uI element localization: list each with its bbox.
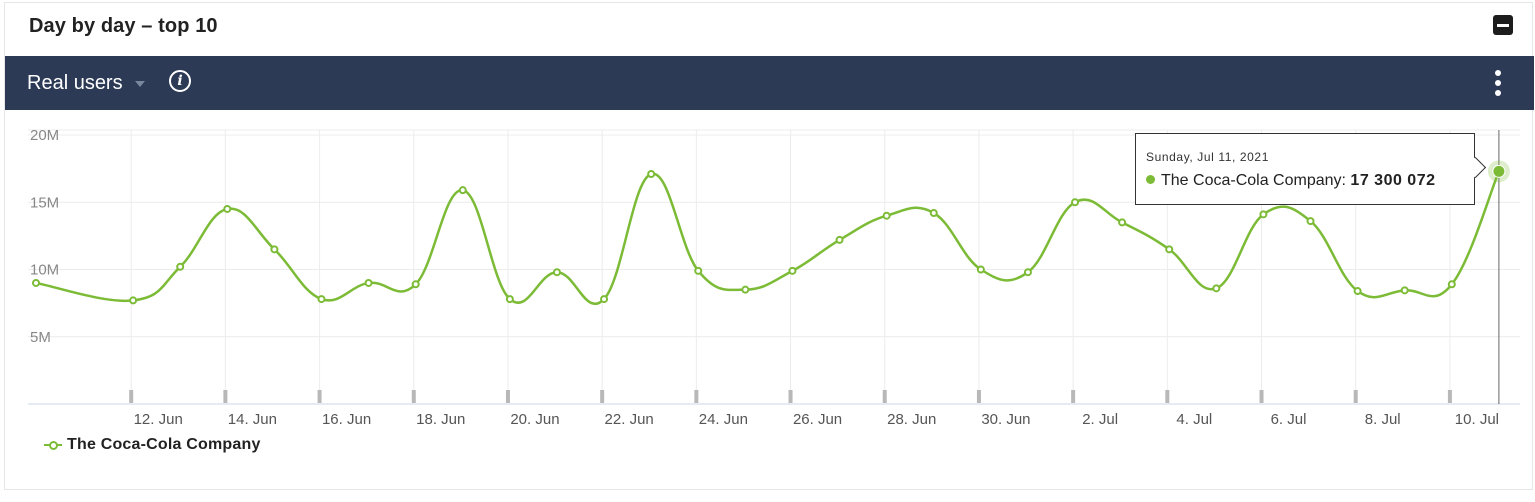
chart-tooltip: Sunday, Jul 11, 2021 The Coca-Cola Compa…: [1135, 133, 1475, 205]
metric-label: Real users: [27, 71, 123, 94]
data-point: [223, 204, 232, 213]
x-tick-mark: [600, 390, 605, 403]
x-tick-mark: [976, 390, 981, 403]
x-tick-label: 4. Jul: [1176, 411, 1212, 428]
x-tick-label: 18. Jun: [416, 411, 465, 428]
x-tick-label: 24. Jun: [699, 411, 748, 428]
tooltip-row: The Coca-Cola Company: 17 300 072: [1146, 172, 1436, 190]
data-point: [1023, 268, 1032, 277]
data-point: [1400, 286, 1409, 295]
data-point: [1306, 217, 1315, 226]
data-point: [505, 295, 514, 304]
y-tick-label: 20M: [30, 127, 59, 144]
tooltip-date: Sunday, Jul 11, 2021: [1146, 150, 1269, 164]
data-point: [317, 295, 326, 304]
x-tick-mark: [505, 390, 510, 403]
x-tick-mark: [1071, 390, 1076, 403]
y-tick-label: 15M: [30, 194, 59, 211]
x-tick-label: 14. Jun: [228, 411, 277, 428]
x-tick-label: 6. Jul: [1271, 411, 1307, 428]
x-tick-label: 16. Jun: [322, 411, 371, 428]
data-point-highlighted: [1492, 164, 1506, 178]
data-point: [647, 170, 656, 179]
x-tick-mark: [1259, 390, 1264, 403]
data-point: [741, 285, 750, 294]
x-tick-label: 30. Jun: [981, 411, 1030, 428]
x-tick-mark: [1353, 390, 1358, 403]
x-tick-mark: [129, 390, 134, 403]
data-point: [882, 211, 891, 220]
x-tick-label: 20. Jun: [510, 411, 559, 428]
data-point: [364, 278, 373, 287]
legend-label: The Coca-Cola Company: [67, 436, 261, 453]
data-point: [129, 296, 138, 305]
data-point: [1353, 287, 1362, 296]
x-tick-label: 10. Jul: [1455, 411, 1499, 428]
x-tick-mark: [223, 390, 228, 403]
y-tick-label: 10M: [30, 262, 59, 279]
data-point: [1165, 245, 1174, 254]
card-title: Day by day – top 10: [29, 15, 218, 37]
x-tick-label: 12. Jun: [134, 411, 183, 428]
x-tick-mark: [788, 390, 793, 403]
data-point: [176, 262, 185, 271]
x-tick-mark: [1165, 390, 1170, 403]
data-point: [929, 209, 938, 218]
x-tick-mark: [1447, 390, 1452, 403]
data-point: [32, 278, 40, 287]
data-point: [694, 266, 703, 275]
x-tick-mark: [411, 390, 416, 403]
tooltip-series-name: The Coca-Cola Company:: [1161, 172, 1346, 189]
x-tick-mark: [882, 390, 887, 403]
data-point: [458, 186, 467, 195]
data-point: [411, 280, 420, 289]
data-point: [1447, 280, 1456, 289]
data-point: [1118, 218, 1127, 227]
x-tick-label: 28. Jun: [887, 411, 936, 428]
x-tick-label: 26. Jun: [793, 411, 842, 428]
data-point: [976, 265, 985, 274]
data-point: [600, 295, 609, 304]
x-tick-label: 22. Jun: [605, 411, 654, 428]
line-marker-icon: [44, 440, 62, 450]
data-point: [1071, 198, 1080, 207]
chevron-down-icon: [134, 81, 145, 87]
vertical-dots-icon[interactable]: [1493, 70, 1503, 96]
info-circle-icon[interactable]: i: [169, 70, 191, 92]
data-point: [835, 235, 844, 244]
data-point: [552, 268, 561, 277]
data-point: [270, 245, 279, 254]
x-tick-label: 8. Jul: [1365, 411, 1401, 428]
legend-item[interactable]: The Coca-Cola Company: [44, 436, 261, 454]
chart-card: Day by day – top 10 Real users i: [4, 2, 1534, 490]
data-point: [1212, 284, 1221, 293]
minus-square-icon[interactable]: [1493, 15, 1513, 35]
data-point: [1259, 210, 1268, 219]
series-dot-icon: [1146, 175, 1155, 184]
x-tick-mark: [694, 390, 699, 403]
y-tick-label: 5M: [30, 329, 51, 346]
tooltip-value: 17 300 072: [1350, 172, 1436, 189]
x-tick-label: 2. Jul: [1082, 411, 1118, 428]
chart-toolbar: Real users i: [5, 56, 1534, 110]
metric-dropdown[interactable]: Real users: [27, 70, 145, 96]
x-tick-mark: [317, 390, 322, 403]
data-point: [788, 266, 797, 275]
